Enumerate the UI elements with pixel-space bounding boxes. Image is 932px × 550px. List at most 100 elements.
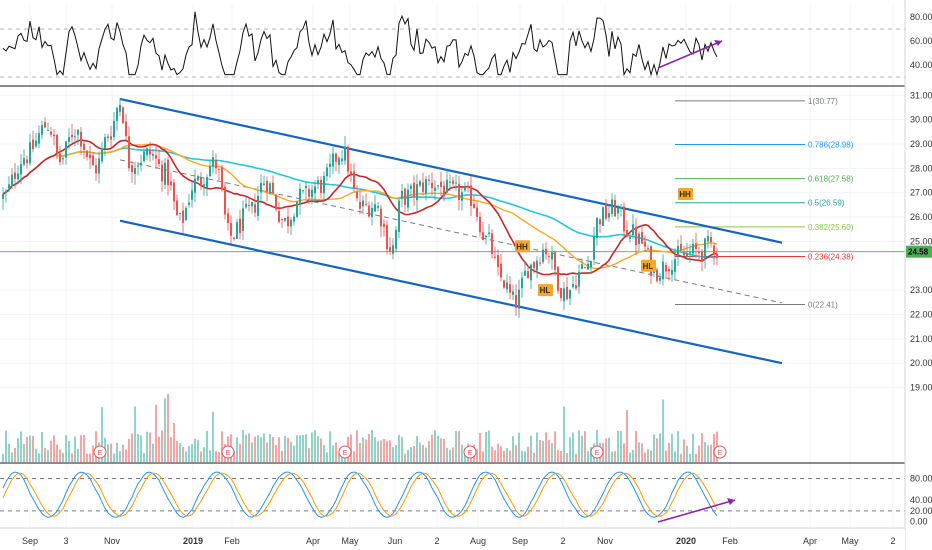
candle-body <box>176 200 178 216</box>
candle-body <box>635 226 637 246</box>
volume-bar <box>119 451 121 462</box>
volume-bar <box>278 437 280 462</box>
volume-bar <box>485 431 487 462</box>
volume-bar <box>257 435 259 462</box>
candle-body <box>278 210 280 223</box>
volume-bar <box>137 434 139 462</box>
volume-bar <box>665 450 667 462</box>
volume-bar <box>284 435 286 462</box>
volume-bar <box>536 432 538 462</box>
volume-bar <box>410 447 412 462</box>
volume-bar <box>305 434 307 462</box>
candle-body <box>242 208 244 231</box>
volume-bar <box>122 444 124 462</box>
candle-body <box>158 159 160 164</box>
volume-bar <box>632 449 634 462</box>
volume-bar <box>221 431 223 462</box>
earnings-marker <box>590 445 604 459</box>
volume-bar <box>587 451 589 462</box>
volume-bar <box>383 439 385 462</box>
volume-bar <box>149 432 151 462</box>
volume-bar <box>380 440 382 462</box>
candle-body <box>137 165 139 167</box>
volume-bar <box>650 450 652 462</box>
candle-body <box>191 190 193 200</box>
volume-bar <box>86 453 88 462</box>
volume-bar <box>512 435 514 462</box>
volume-bar <box>44 447 46 462</box>
price-tick-label: 20.00 <box>910 358 932 368</box>
candle-body <box>107 136 109 139</box>
candle-body <box>92 155 94 166</box>
volume-bar <box>551 443 553 462</box>
earnings-marker-label: E <box>718 450 723 457</box>
earnings-marker-label: E <box>343 450 348 457</box>
volume-bar <box>707 445 709 462</box>
volume-bar <box>704 441 706 462</box>
candle-body <box>350 171 352 175</box>
volume-bar <box>23 443 25 462</box>
candle-body <box>38 133 40 144</box>
volume-bar <box>488 430 490 462</box>
candle-body <box>320 179 322 194</box>
candle-body <box>152 153 154 156</box>
volume-bar <box>254 436 256 462</box>
volume-bar <box>482 451 484 462</box>
volume-bar <box>266 442 268 462</box>
candle-body <box>503 280 505 288</box>
channel-upper-line <box>119 97 783 244</box>
candle-body <box>233 237 235 239</box>
volume-bar <box>164 398 166 462</box>
volume-bar <box>539 440 541 462</box>
candle-body <box>167 159 169 186</box>
candle-body <box>290 219 292 227</box>
volume-bar <box>134 406 136 462</box>
earnings-marker <box>338 445 352 459</box>
earnings-marker <box>463 445 477 459</box>
channel-midline <box>119 159 783 304</box>
candle-body <box>68 137 70 142</box>
candle-body <box>353 171 355 189</box>
volume-bar <box>395 444 397 462</box>
volume-bar <box>614 451 616 462</box>
candle-body <box>452 180 454 185</box>
volume-bar <box>422 445 424 462</box>
candle-body <box>266 181 268 192</box>
volume-bar <box>401 436 403 462</box>
candle-body <box>494 256 496 258</box>
candle-body <box>416 184 418 201</box>
price-tick-label: 25.00 <box>910 236 932 246</box>
candle-body <box>365 203 367 205</box>
candle-body <box>686 253 688 258</box>
candle-body <box>599 219 601 225</box>
candle-body <box>182 210 184 223</box>
volume-bar <box>242 430 244 462</box>
volume-bar <box>179 442 181 462</box>
candle-body <box>338 157 340 165</box>
volume-bar <box>500 446 502 462</box>
volume-bar <box>527 446 529 462</box>
candle-body <box>587 263 589 270</box>
volume-bar <box>584 431 586 462</box>
volume-bar <box>281 450 283 462</box>
volume-bar <box>491 446 493 462</box>
fib-level-label: 0.382(25.60) <box>808 223 854 232</box>
volume-bar <box>710 444 712 462</box>
candle-body <box>218 168 220 170</box>
volume-bar <box>2 453 4 462</box>
candle-body <box>404 188 406 205</box>
candle-body <box>272 182 274 193</box>
price-tick-label: 29.00 <box>910 139 932 149</box>
time-tick-label: Sep <box>512 536 528 546</box>
volume-bar <box>236 437 238 462</box>
candle-body <box>575 285 577 289</box>
volume-bar <box>74 436 76 462</box>
volume-bar <box>413 446 415 462</box>
candle-body <box>548 256 550 258</box>
candle-body <box>149 149 151 155</box>
volume-bar <box>446 447 448 462</box>
volume-bar <box>296 435 298 462</box>
volume-bar <box>545 432 547 462</box>
volume-bar <box>479 432 481 462</box>
